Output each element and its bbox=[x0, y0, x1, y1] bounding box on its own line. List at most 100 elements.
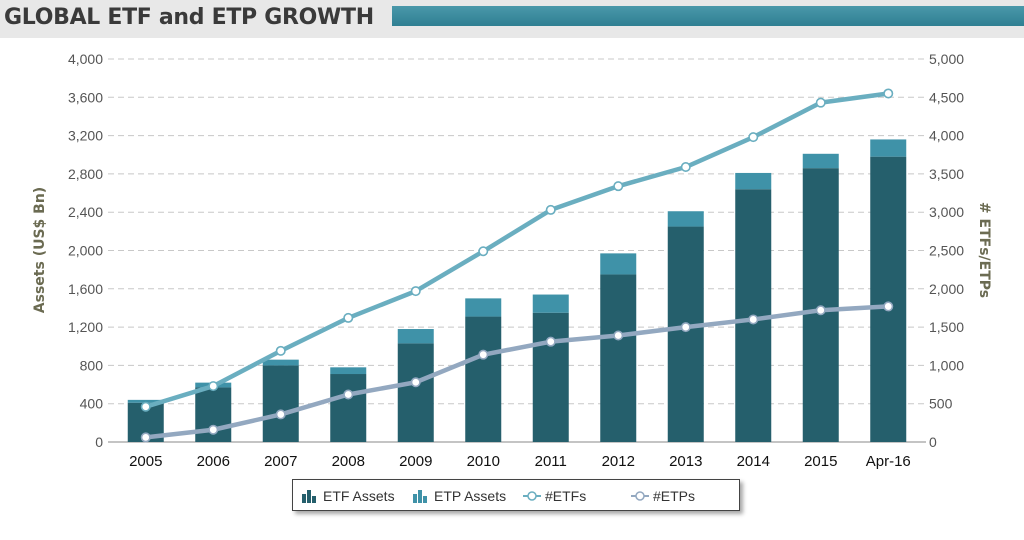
etfs-point bbox=[478, 246, 489, 257]
etf-assets-bar bbox=[870, 156, 907, 442]
etfs-point bbox=[883, 88, 894, 99]
etfs-point bbox=[410, 286, 421, 297]
etps-point bbox=[275, 409, 286, 420]
x-tick-label: 2009 bbox=[399, 453, 432, 470]
y-tick-label: 3,200 bbox=[68, 128, 103, 144]
x-axis-ticks: 2005 2006 2007 2008 2009 2010 2011 2012 2013 2014… bbox=[129, 453, 911, 470]
etfs-point bbox=[208, 381, 219, 392]
etps-point bbox=[680, 322, 691, 333]
y2-tick-label: 1,500 bbox=[929, 319, 964, 335]
right-axis-ticks: 5,000 4,500 4,000 3,500 3,000 2,500 2,000 1,500… bbox=[929, 51, 964, 450]
y2-tick-label: 3,000 bbox=[929, 204, 964, 220]
x-tick-label: 2005 bbox=[129, 453, 162, 470]
etp-assets-bar bbox=[127, 399, 164, 403]
y2-tick-label: 4,500 bbox=[929, 89, 964, 105]
etfs-point bbox=[815, 97, 826, 108]
gridlines bbox=[108, 58, 926, 443]
y-axis-label: Assets (US$ Bn) bbox=[32, 187, 48, 313]
bar-chart-icon bbox=[302, 490, 316, 503]
etfs-point bbox=[748, 132, 759, 143]
x-tick-label: Apr-16 bbox=[866, 453, 911, 470]
etps-point bbox=[613, 330, 624, 341]
line-marker-icon bbox=[631, 491, 649, 501]
y2-tick-label: 5,000 bbox=[929, 51, 964, 67]
etfs-point bbox=[613, 181, 624, 192]
etps-point bbox=[140, 432, 151, 443]
etp-assets-bar bbox=[465, 298, 502, 317]
y-tick-label: 4,000 bbox=[68, 51, 103, 67]
etfs-point bbox=[545, 204, 556, 215]
etf-assets-bar bbox=[600, 274, 637, 442]
legend-label: #ETPs bbox=[653, 488, 696, 504]
legend-label: ETF Assets bbox=[323, 488, 395, 504]
etps-point bbox=[883, 301, 894, 312]
y2-tick-label: 4,000 bbox=[929, 128, 964, 144]
y-tick-label: 2,400 bbox=[68, 204, 103, 220]
legend-label: #ETFs bbox=[545, 488, 587, 504]
y-tick-label: 2,800 bbox=[68, 166, 103, 182]
chart-header: GLOBAL ETF and ETP GROWTH bbox=[0, 0, 1024, 38]
etfs-point bbox=[275, 345, 286, 356]
etp-assets-bar bbox=[330, 367, 367, 375]
etf-assets-bar bbox=[330, 374, 367, 442]
etp-assets-bar bbox=[735, 172, 772, 190]
etps-point bbox=[815, 305, 826, 316]
etp-assets-bar bbox=[802, 153, 839, 169]
x-tick-label: 2006 bbox=[197, 453, 230, 470]
line-marker-icon bbox=[523, 491, 541, 501]
y-tick-label: 2,000 bbox=[68, 243, 103, 259]
etf-assets-bar bbox=[802, 168, 839, 442]
y-tick-label: 0 bbox=[95, 434, 103, 450]
x-tick-label: 2011 bbox=[535, 453, 567, 470]
chart-legend: ETF Assets ETP Assets #ETFs #ETPs bbox=[292, 479, 740, 511]
y2-tick-label: 2,000 bbox=[929, 281, 964, 297]
etf-assets-bar bbox=[532, 312, 569, 442]
chart-title: GLOBAL ETF and ETP GROWTH bbox=[4, 5, 374, 30]
x-tick-label: 2013 bbox=[669, 453, 702, 470]
etps-line bbox=[143, 304, 891, 440]
etps-point bbox=[208, 424, 219, 435]
etp-assets-bar bbox=[262, 359, 299, 366]
x-tick-label: 2014 bbox=[737, 453, 770, 470]
etps-point bbox=[748, 314, 759, 325]
x-tick-label: 2015 bbox=[804, 453, 837, 470]
etf-assets-bar bbox=[667, 226, 704, 442]
y2-tick-label: 2,500 bbox=[929, 243, 964, 259]
y2-tick-label: 500 bbox=[929, 396, 953, 412]
etps-point bbox=[545, 336, 556, 347]
etf-assets-bar bbox=[465, 316, 502, 442]
y-tick-label: 400 bbox=[80, 396, 104, 412]
bar-chart-icon bbox=[413, 490, 427, 503]
y-tick-label: 1,600 bbox=[68, 281, 103, 297]
x-tick-label: 2007 bbox=[264, 453, 297, 470]
x-tick-label: 2010 bbox=[467, 453, 500, 470]
etfs-line bbox=[143, 91, 891, 410]
etps-point bbox=[478, 349, 489, 360]
y2-tick-label: 1,000 bbox=[929, 357, 964, 373]
y-tick-label: 1,200 bbox=[68, 319, 103, 335]
y-tick-label: 3,600 bbox=[68, 89, 103, 105]
y2-tick-label: 3,500 bbox=[929, 166, 964, 182]
x-tick-label: 2008 bbox=[332, 453, 365, 470]
etps-point bbox=[343, 389, 354, 400]
bar-series bbox=[127, 139, 907, 442]
etfs-point bbox=[680, 162, 691, 173]
y2-tick-label: 0 bbox=[929, 434, 937, 450]
line-series bbox=[140, 88, 894, 443]
legend-label: ETP Assets bbox=[434, 488, 507, 504]
etp-assets-bar bbox=[667, 211, 704, 227]
etfs-point bbox=[343, 312, 354, 323]
etfs-point bbox=[140, 401, 151, 412]
y-tick-label: 800 bbox=[80, 357, 104, 373]
left-axis-ticks: 4,000 3,600 3,200 2,800 2,400 2,000 1,600 1,200… bbox=[68, 51, 103, 450]
etf-assets-bar bbox=[397, 343, 434, 442]
etp-assets-bar bbox=[600, 253, 637, 275]
y2-axis-label: # ETFs/ETPs bbox=[976, 202, 992, 298]
etp-assets-bar bbox=[397, 329, 434, 344]
etp-assets-bar bbox=[870, 139, 907, 157]
chart-canvas: 4,000 3,600 3,200 2,800 2,400 2,000 1,600 1,200… bbox=[32, 51, 992, 470]
etp-assets-bar bbox=[532, 294, 569, 313]
x-tick-label: 2012 bbox=[602, 453, 635, 470]
title-accent-bar bbox=[392, 6, 1024, 26]
etps-point bbox=[410, 377, 421, 388]
